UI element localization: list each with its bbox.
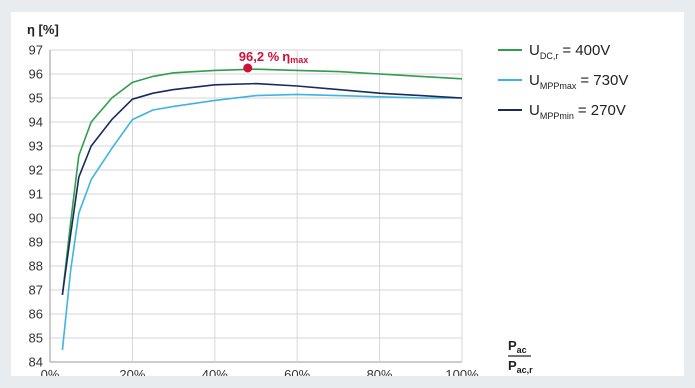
y-axis-label: η [%]	[27, 22, 59, 37]
y-tick-label: 96	[29, 67, 43, 82]
x-tick-label: 60%	[284, 367, 310, 376]
y-tick-label: 87	[29, 283, 43, 298]
x-axis-label: Pac Pac,r	[508, 338, 533, 375]
legend-label: UDC,r = 400V	[529, 42, 610, 61]
y-tick-label: 84	[29, 355, 43, 370]
y-tick-label: 88	[29, 259, 43, 274]
chart-card: 84 85 86 87 88 89 90 91 92 93 94 95 96 97 0% 20% 40% 60%…	[11, 12, 684, 376]
y-tick-label: 85	[29, 331, 43, 346]
max-efficiency-marker	[243, 63, 253, 73]
y-tick-label: 93	[29, 139, 43, 154]
max-efficiency-label: 96,2 % ηmax	[239, 49, 308, 65]
x-tick-label: 20%	[119, 367, 145, 376]
y-tick-label: 94	[29, 115, 43, 130]
series-line-1	[61, 68, 463, 295]
x-tick-labels: 0% 20% 40% 60% 80% 100%	[41, 367, 479, 376]
legend-label: UMPPmin = 270V	[529, 102, 626, 121]
series-line-2	[61, 93, 462, 351]
y-tick-label: 89	[29, 235, 43, 250]
x-tick-label: 100%	[445, 367, 479, 376]
x-tick-label: 40%	[202, 367, 228, 376]
max-efficiency-annotation: 96,2 % ηmax	[239, 49, 308, 73]
y-tick-label: 91	[29, 187, 43, 202]
y-tick-label: 86	[29, 307, 43, 322]
x-tick-label: 0%	[41, 367, 60, 376]
efficiency-chart: 84 85 86 87 88 89 90 91 92 93 94 95 96 97 0% 20% 40% 60%…	[27, 22, 628, 376]
series-line-3	[61, 82, 463, 295]
legend-label: UMPPmax = 730V	[529, 72, 628, 91]
x-label-numerator: Pac	[508, 338, 527, 355]
y-tick-label: 95	[29, 91, 43, 106]
series-lines	[61, 68, 463, 351]
y-tick-label: 90	[29, 211, 43, 226]
x-tick-label: 80%	[367, 367, 393, 376]
y-tick-label: 92	[29, 163, 43, 178]
y-tick-label: 97	[29, 43, 43, 58]
legend: UDC,r = 400V UMPPmax = 730V UMPPmin = 270V	[498, 42, 628, 121]
y-tick-labels: 84 85 86 87 88 89 90 91 92 93 94 95 96 97	[29, 43, 43, 370]
x-label-denominator: Pac,r	[508, 358, 533, 375]
